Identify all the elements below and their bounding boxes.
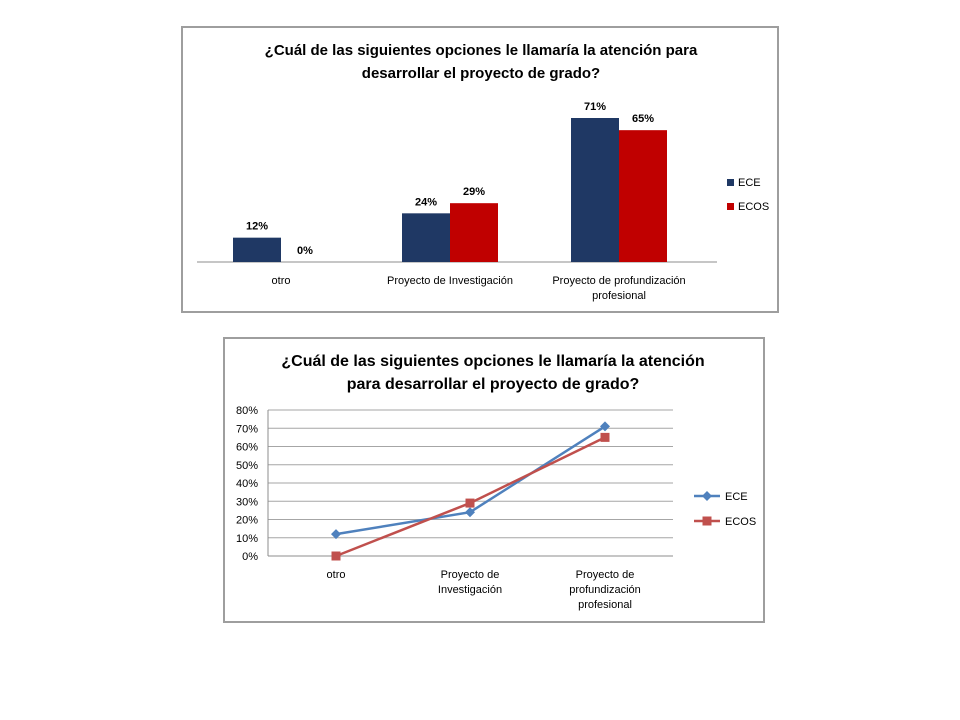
bar-chart-title: desarrollar el proyecto de grado? bbox=[362, 65, 600, 82]
line-chart-title: para desarrollar el proyecto de grado? bbox=[347, 376, 640, 393]
bar-chart-panel bbox=[181, 26, 779, 313]
data-label-ece-1: 24% bbox=[415, 196, 437, 208]
point-ece-2 bbox=[600, 421, 610, 432]
line-chart-title: ¿Cuál de las siguientes opciones le llam… bbox=[281, 353, 704, 370]
bar-chart-category-label: profesional bbox=[592, 290, 646, 302]
line-chart-category-label: otro bbox=[327, 569, 346, 581]
line-chart-category-label: Proyecto de bbox=[576, 569, 635, 581]
bar-chart-category-label: Proyecto de profundización bbox=[552, 275, 685, 287]
y-tick-label: 70% bbox=[236, 423, 258, 435]
y-tick-label: 20% bbox=[236, 515, 258, 527]
point-ece-0 bbox=[331, 529, 341, 540]
legend-label-ece: ECE bbox=[725, 491, 748, 503]
point-ecos-2 bbox=[600, 432, 610, 442]
legend-swatch-ecos bbox=[727, 203, 734, 210]
legend-marker-ece bbox=[702, 491, 712, 501]
data-label-ecos-2: 65% bbox=[632, 113, 654, 125]
line-chart-category-label: Proyecto de bbox=[441, 569, 500, 581]
bar-ece-1 bbox=[402, 213, 450, 262]
bar-chart-category-label: otro bbox=[272, 275, 291, 287]
line-chart-category-label: Investigación bbox=[438, 584, 502, 596]
series-line-ece bbox=[335, 425, 606, 536]
legend-swatch-ece bbox=[727, 179, 734, 186]
bar-ecos-2 bbox=[619, 130, 667, 262]
y-tick-label: 60% bbox=[236, 442, 258, 454]
data-label-ece-0: 12% bbox=[246, 221, 268, 233]
data-label-ecos-1: 29% bbox=[463, 186, 485, 198]
bar-ecos-1 bbox=[450, 203, 498, 262]
line-chart-panel bbox=[223, 337, 765, 623]
data-label-ecos-0: 0% bbox=[297, 245, 313, 257]
y-tick-label: 30% bbox=[236, 496, 258, 508]
point-ecos-1 bbox=[465, 498, 475, 508]
point-ece-1 bbox=[465, 507, 475, 518]
line-chart-category-label: profundización bbox=[569, 584, 641, 596]
legend-marker-ecos bbox=[702, 516, 712, 526]
point-ecos-0 bbox=[331, 551, 341, 561]
y-tick-label: 0% bbox=[242, 551, 258, 563]
bar-chart-title: ¿Cuál de las siguientes opciones le llam… bbox=[265, 42, 698, 59]
y-tick-label: 40% bbox=[236, 478, 258, 490]
legend-label-ecos: ECOS bbox=[738, 201, 769, 213]
legend-label-ecos: ECOS bbox=[725, 516, 756, 528]
bar-ece-0 bbox=[233, 237, 281, 262]
y-tick-label: 50% bbox=[236, 460, 258, 472]
y-tick-label: 80% bbox=[236, 405, 258, 417]
y-tick-label: 10% bbox=[236, 533, 258, 545]
legend-label-ece: ECE bbox=[738, 177, 761, 189]
bar-ece-2 bbox=[571, 118, 619, 262]
bar-chart-category-label: Proyecto de Investigación bbox=[387, 275, 513, 287]
line-chart-category-label: profesional bbox=[578, 599, 632, 611]
data-label-ece-2: 71% bbox=[584, 101, 606, 113]
